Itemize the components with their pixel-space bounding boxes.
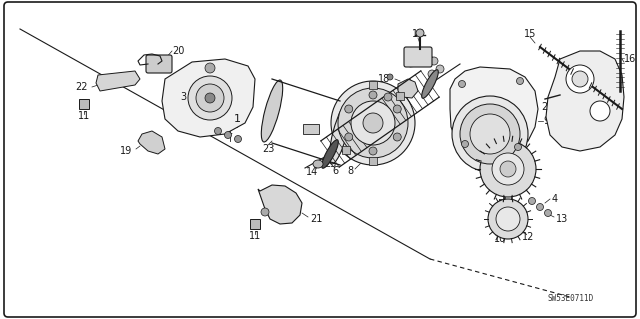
Circle shape bbox=[566, 65, 594, 93]
FancyBboxPatch shape bbox=[250, 219, 260, 229]
Circle shape bbox=[470, 114, 510, 154]
FancyBboxPatch shape bbox=[396, 92, 404, 100]
Circle shape bbox=[500, 161, 516, 177]
Text: 23: 23 bbox=[324, 159, 336, 169]
Circle shape bbox=[369, 147, 377, 155]
Text: 14: 14 bbox=[306, 167, 318, 177]
Circle shape bbox=[430, 57, 438, 65]
Circle shape bbox=[188, 76, 232, 120]
Circle shape bbox=[205, 63, 215, 73]
Text: 2: 2 bbox=[541, 102, 548, 112]
FancyBboxPatch shape bbox=[404, 47, 432, 67]
Text: 11: 11 bbox=[78, 111, 90, 121]
Text: 8: 8 bbox=[347, 166, 353, 176]
Text: 1: 1 bbox=[227, 126, 233, 136]
Circle shape bbox=[369, 91, 377, 99]
Text: 6: 6 bbox=[332, 166, 338, 176]
Circle shape bbox=[196, 84, 224, 112]
Circle shape bbox=[515, 144, 522, 151]
Text: 23: 23 bbox=[262, 144, 274, 154]
Circle shape bbox=[384, 93, 392, 101]
Circle shape bbox=[345, 105, 353, 113]
Circle shape bbox=[458, 80, 465, 87]
Circle shape bbox=[536, 204, 543, 211]
Circle shape bbox=[572, 71, 588, 87]
Text: 9: 9 bbox=[543, 116, 549, 126]
Circle shape bbox=[488, 199, 528, 239]
Circle shape bbox=[416, 29, 424, 37]
Polygon shape bbox=[162, 59, 255, 137]
Circle shape bbox=[331, 81, 415, 165]
Circle shape bbox=[205, 93, 215, 103]
Circle shape bbox=[460, 104, 520, 164]
Polygon shape bbox=[258, 185, 302, 224]
Polygon shape bbox=[138, 131, 165, 154]
FancyBboxPatch shape bbox=[342, 146, 350, 154]
Circle shape bbox=[436, 65, 444, 73]
FancyBboxPatch shape bbox=[369, 81, 377, 89]
Polygon shape bbox=[96, 71, 140, 91]
Text: 7: 7 bbox=[355, 131, 361, 141]
Circle shape bbox=[338, 88, 408, 158]
Circle shape bbox=[529, 197, 536, 204]
Circle shape bbox=[452, 96, 528, 172]
Circle shape bbox=[363, 113, 383, 133]
FancyBboxPatch shape bbox=[79, 99, 89, 109]
Circle shape bbox=[516, 78, 524, 85]
Text: 12: 12 bbox=[522, 232, 534, 242]
Text: 21: 21 bbox=[310, 214, 323, 224]
Text: 17: 17 bbox=[412, 29, 424, 39]
Circle shape bbox=[345, 133, 353, 141]
Circle shape bbox=[492, 153, 524, 185]
Circle shape bbox=[393, 133, 401, 141]
Text: 10: 10 bbox=[494, 234, 506, 244]
Circle shape bbox=[428, 70, 436, 78]
Circle shape bbox=[225, 131, 232, 138]
Text: 5: 5 bbox=[497, 199, 503, 209]
FancyBboxPatch shape bbox=[146, 55, 172, 73]
Circle shape bbox=[590, 101, 610, 121]
Polygon shape bbox=[450, 67, 538, 156]
Ellipse shape bbox=[313, 160, 323, 168]
Circle shape bbox=[461, 140, 468, 147]
Text: 11: 11 bbox=[249, 231, 261, 241]
Text: 3: 3 bbox=[180, 92, 186, 102]
Polygon shape bbox=[398, 79, 418, 98]
Text: 13: 13 bbox=[556, 214, 568, 224]
Circle shape bbox=[387, 74, 393, 80]
Text: 18: 18 bbox=[378, 74, 390, 84]
Text: SW53E0711D: SW53E0711D bbox=[548, 294, 594, 303]
Polygon shape bbox=[546, 51, 624, 151]
Circle shape bbox=[214, 128, 221, 135]
Circle shape bbox=[545, 210, 552, 217]
Ellipse shape bbox=[330, 102, 351, 164]
Circle shape bbox=[393, 105, 401, 113]
Ellipse shape bbox=[322, 140, 339, 168]
Text: 16: 16 bbox=[624, 54, 636, 64]
Ellipse shape bbox=[261, 80, 283, 142]
Text: 20: 20 bbox=[172, 46, 184, 56]
Text: 19: 19 bbox=[120, 146, 132, 156]
FancyBboxPatch shape bbox=[369, 157, 377, 165]
Circle shape bbox=[351, 101, 395, 145]
Circle shape bbox=[496, 207, 520, 231]
Circle shape bbox=[480, 141, 536, 197]
Text: 1: 1 bbox=[234, 114, 241, 124]
Ellipse shape bbox=[422, 70, 438, 98]
Text: 4: 4 bbox=[552, 194, 558, 204]
Text: 3: 3 bbox=[427, 56, 433, 66]
Circle shape bbox=[234, 136, 241, 143]
Circle shape bbox=[261, 208, 269, 216]
Text: 15: 15 bbox=[524, 29, 536, 39]
FancyBboxPatch shape bbox=[303, 124, 319, 134]
Text: 22: 22 bbox=[76, 82, 88, 92]
